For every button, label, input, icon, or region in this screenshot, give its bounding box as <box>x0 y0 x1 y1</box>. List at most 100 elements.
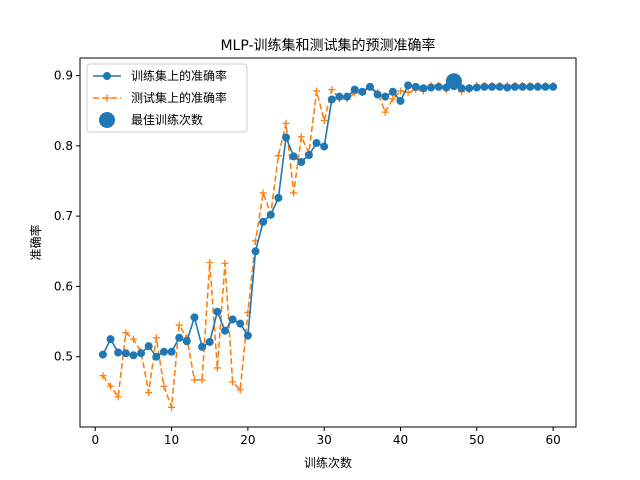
y-axis-label: 准确率 <box>28 224 43 260</box>
train-accuracy-point <box>472 83 481 92</box>
test-accuracy-point <box>152 334 160 342</box>
legend-test-marker <box>103 94 111 102</box>
train-accuracy-point <box>190 313 199 322</box>
train-accuracy-point <box>335 92 344 101</box>
train-accuracy-point <box>304 150 313 159</box>
x-tick-label: 0 <box>91 433 99 447</box>
test-accuracy-point <box>122 329 130 337</box>
train-accuracy-point <box>259 217 268 226</box>
series-layer <box>98 73 558 411</box>
train-accuracy-point <box>266 210 275 219</box>
train-accuracy-point <box>243 331 252 340</box>
test-accuracy-point <box>320 117 328 125</box>
test-accuracy-point <box>389 95 397 103</box>
plot-frame <box>79 57 577 428</box>
train-accuracy-point <box>312 139 321 148</box>
test-accuracy-point <box>206 259 214 267</box>
train-accuracy-point <box>251 247 260 256</box>
y-tick-label: 0.6 <box>54 279 73 293</box>
train-accuracy-point <box>289 152 298 161</box>
y-axis-ticks: 0.5 0.6 0.7 0.8 0.9 <box>54 69 80 364</box>
train-accuracy-point <box>220 326 229 335</box>
train-accuracy-point <box>327 95 336 104</box>
chart-title: MLP-训练集和测试集的预测准确率 <box>220 37 435 54</box>
test-accuracy-point <box>229 378 237 386</box>
train-accuracy-point <box>175 333 184 342</box>
x-tick-label: 20 <box>240 433 255 447</box>
legend-best-marker <box>99 112 115 128</box>
train-accuracy-point <box>503 83 512 92</box>
train-accuracy-point <box>236 319 245 328</box>
train-accuracy-point <box>427 83 436 92</box>
train-accuracy-point <box>388 87 397 96</box>
test-accuracy-point <box>221 259 229 267</box>
x-tick-label: 40 <box>393 433 408 447</box>
train-accuracy-point <box>320 142 329 151</box>
x-axis-ticks: 0 10 20 30 40 50 60 <box>91 427 561 447</box>
train-accuracy-point <box>182 337 191 346</box>
train-accuracy-point <box>533 82 542 91</box>
x-tick-label: 10 <box>164 433 179 447</box>
train-accuracy-point <box>518 82 527 91</box>
y-tick-label: 0.5 <box>54 350 73 364</box>
test-accuracy-point <box>190 376 198 384</box>
train-accuracy-point <box>434 82 443 91</box>
train-accuracy-point <box>198 342 207 351</box>
legend-train-marker <box>103 72 111 80</box>
train-accuracy-point <box>282 133 291 142</box>
train-accuracy-point <box>488 82 497 91</box>
train-accuracy-point <box>159 347 168 356</box>
train-accuracy-point <box>419 84 428 93</box>
test-accuracy-point <box>236 386 244 394</box>
test-accuracy-point <box>259 189 267 197</box>
test-accuracy-point <box>328 86 336 94</box>
train-accuracy-point <box>549 82 558 91</box>
legend-train-label: 训练集上的准确率 <box>131 68 227 83</box>
test-accuracy-point <box>274 152 282 160</box>
test-accuracy-point <box>282 119 290 127</box>
test-accuracy-point <box>290 189 298 197</box>
train-accuracy-point <box>495 82 504 91</box>
train-accuracy-point <box>358 87 367 96</box>
train-accuracy-point <box>396 96 405 105</box>
train-accuracy-point <box>404 81 413 90</box>
train-accuracy-point <box>144 342 153 351</box>
train-accuracy-point <box>365 82 374 91</box>
test-accuracy-point <box>198 376 206 384</box>
y-tick-label: 0.9 <box>54 69 73 83</box>
train-accuracy-point <box>480 82 489 91</box>
train-accuracy-point <box>114 348 123 357</box>
train-accuracy-point <box>205 337 214 346</box>
test-accuracy-point <box>381 108 389 116</box>
test-accuracy-point <box>129 335 137 343</box>
x-tick-label: 30 <box>317 433 332 447</box>
legend-box <box>86 63 248 133</box>
train-accuracy-point <box>465 84 474 93</box>
train-accuracy-point <box>297 158 306 167</box>
train-accuracy-point <box>411 82 420 91</box>
test-accuracy-point <box>396 87 404 95</box>
x-tick-label: 50 <box>469 433 484 447</box>
train-accuracy-point <box>121 349 130 358</box>
train-accuracy-point <box>106 335 115 344</box>
train-accuracy-point <box>541 82 550 91</box>
legend-test-label: 测试集上的准确率 <box>131 90 227 105</box>
legend-best-label: 最佳训练次数 <box>131 112 203 127</box>
test-accuracy-point <box>313 87 321 95</box>
train-accuracy-point <box>373 90 382 99</box>
train-accuracy-point <box>129 351 138 360</box>
train-accuracy-point <box>152 352 161 361</box>
train-accuracy-point <box>137 349 146 358</box>
train-accuracy-point <box>274 193 283 202</box>
test-accuracy-point <box>404 88 412 96</box>
best-epoch-marker <box>445 73 462 90</box>
x-tick-label: 60 <box>545 433 560 447</box>
test-accuracy-point <box>175 321 183 329</box>
train-accuracy-point <box>343 92 352 101</box>
train-accuracy-point <box>381 92 390 101</box>
test-accuracy-point <box>168 403 176 411</box>
train-accuracy-point <box>167 347 176 356</box>
train-accuracy-point <box>526 82 535 91</box>
